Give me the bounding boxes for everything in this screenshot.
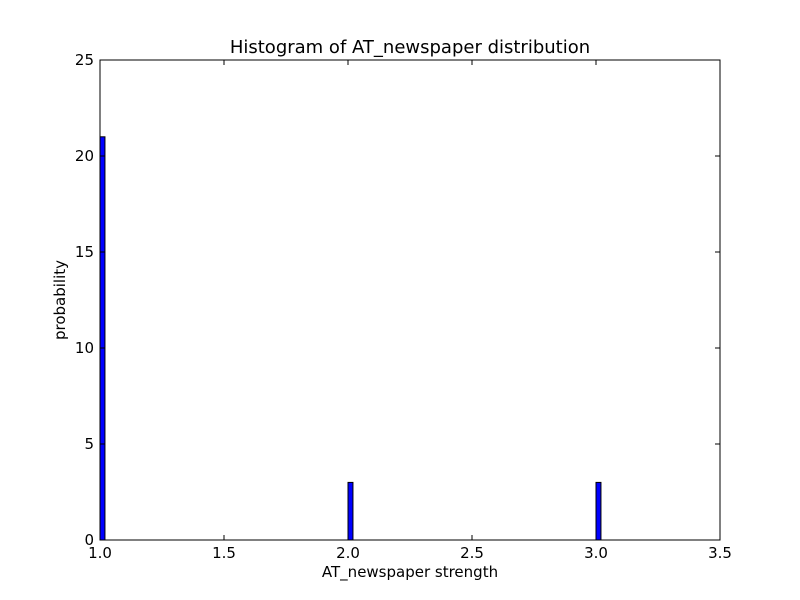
x-tick-label-5: 3.5 [708,544,732,562]
x-tick-label-0: 1.0 [88,544,112,562]
x-tick-label-2: 2.0 [336,544,360,562]
x-tick-label-1: 1.5 [212,544,236,562]
histogram-bar-0 [99,136,106,541]
x-tick-label-4: 3.0 [584,544,608,562]
y-tick-label-2: 10 [75,339,94,357]
y-axis-label: probability [51,260,69,340]
x-axis-ticks: 1.0 1.5 2.0 2.5 3.0 3.5 [88,60,732,562]
y-tick-label-0: 0 [84,531,94,549]
y-tick-label-4: 20 [75,147,94,165]
bars-group [99,136,602,541]
plot-frame [99,59,721,541]
x-axis-label: AT_newspaper strength [322,563,498,582]
y-tick-label-3: 15 [75,243,94,261]
chart-title: Histogram of AT_newspaper distribution [230,37,590,58]
y-tick-label-1: 5 [84,435,94,453]
histogram-bar-2 [595,481,602,541]
histogram-bar-1 [347,481,354,541]
y-axis-ticks: 0 5 10 15 20 25 [75,51,720,549]
x-tick-label-3: 2.5 [460,544,484,562]
y-tick-label-5: 25 [75,51,94,69]
